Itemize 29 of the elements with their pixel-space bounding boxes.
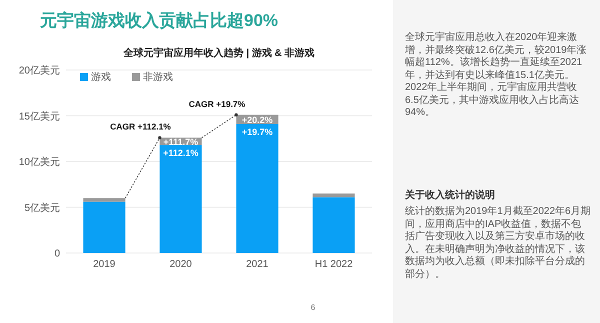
- bar: [312, 197, 355, 253]
- y-tick-label: 10亿美元: [18, 156, 60, 168]
- text: 全球元宇宙应用总收入在2020年迎来激增，并最终突破12.6亿美元，较2019年涨幅超112%。该增长趋势一直延续至2021年，并达到有史以来峰值15.1亿美元。2022年上半年期间，元宇宙应用共营收6.5亿美元，其中游戏应用收入占比高达94%。: [405, 32, 588, 120]
- x-tick-label: H1 2022: [314, 259, 354, 270]
- legend-label: 非游戏: [143, 71, 173, 83]
- text: 统计的数据为2019年1月截至2022年6月期间，应用商店中的IAP收益值，数据不包括广告变现收入以及第三方安卓市场的收入。在未明确声明为净收益的情况下，该数据均为收入总额（即未扣除平台分成的部分）。: [405, 206, 591, 281]
- bar: [83, 202, 126, 253]
- annotation: +19.7%: [242, 126, 273, 137]
- x-tick-label: 2020: [170, 259, 192, 270]
- y-tick-label: 15亿美元: [18, 110, 60, 122]
- y-tick-label: 20亿美元: [18, 64, 60, 76]
- bar: [312, 194, 355, 198]
- annotation: CAGR +19.7%: [188, 98, 246, 109]
- y-tick-label: 0: [54, 248, 60, 260]
- annotation: +112.1%: [163, 148, 198, 158]
- legend-label: 游戏: [91, 71, 111, 83]
- text: 6: [310, 303, 316, 312]
- x-tick-label: 2019: [93, 259, 116, 270]
- bar: [236, 124, 278, 253]
- annotation: CAGR +112.1%: [110, 122, 172, 132]
- annotation: +20.2%: [242, 114, 273, 125]
- annotation: +111.7%: [163, 136, 198, 147]
- x-tick-label: 2021: [246, 259, 269, 270]
- bar: [83, 198, 126, 202]
- chart-subtitle: 全球元宇宙应用年收入趋势 | 游戏 & 非游戏: [122, 47, 315, 59]
- text: 关于收入统计的说明: [405, 190, 496, 202]
- bar: [160, 145, 202, 253]
- y-tick-label: 5亿美元: [24, 202, 60, 214]
- chart-title: 元宇宙游戏收入贡献占比超90%: [39, 11, 278, 30]
